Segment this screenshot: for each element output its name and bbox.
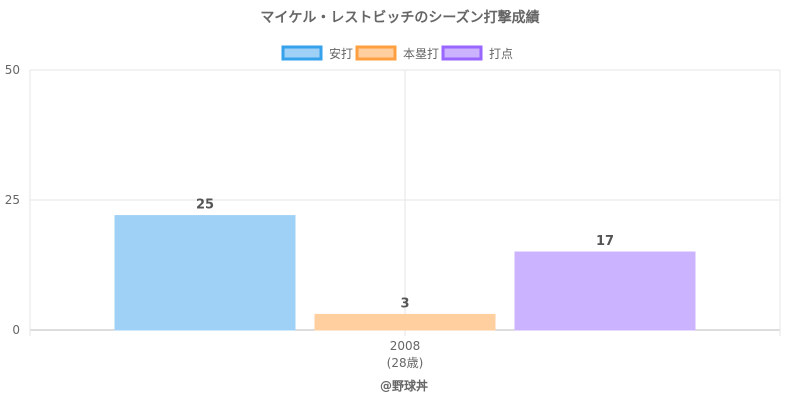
- legend-label: 安打: [329, 46, 353, 61]
- chart-title: マイケル・レストビッチのシーズン打撃成績: [260, 9, 539, 26]
- bar-本塁打: [314, 313, 496, 331]
- bars: 25 3 17: [114, 198, 696, 331]
- y-tick-label: 25: [5, 193, 20, 207]
- axes: 0 25 50 2008 (28歳): [5, 63, 424, 370]
- y-tick-label: 0: [12, 323, 20, 337]
- data-label: 25: [196, 198, 214, 213]
- legend-label: 打点: [489, 47, 513, 61]
- legend-swatch-安打: [281, 45, 323, 61]
- bar-安打: [114, 215, 296, 331]
- x-tick-sublabel: (28歳): [387, 356, 424, 370]
- data-label: 17: [596, 234, 614, 249]
- data-label: 3: [400, 296, 409, 311]
- legend: 安打 本塁打 打点: [281, 45, 513, 61]
- footer-credit: @野球丼: [380, 378, 428, 393]
- x-tick-label: 2008: [390, 339, 421, 353]
- legend-swatch-本塁打: [355, 45, 397, 61]
- y-tick-label: 50: [5, 63, 20, 77]
- legend-swatch-打点: [441, 45, 483, 61]
- legend-label: 本塁打: [403, 47, 439, 61]
- bar-打点: [514, 251, 696, 331]
